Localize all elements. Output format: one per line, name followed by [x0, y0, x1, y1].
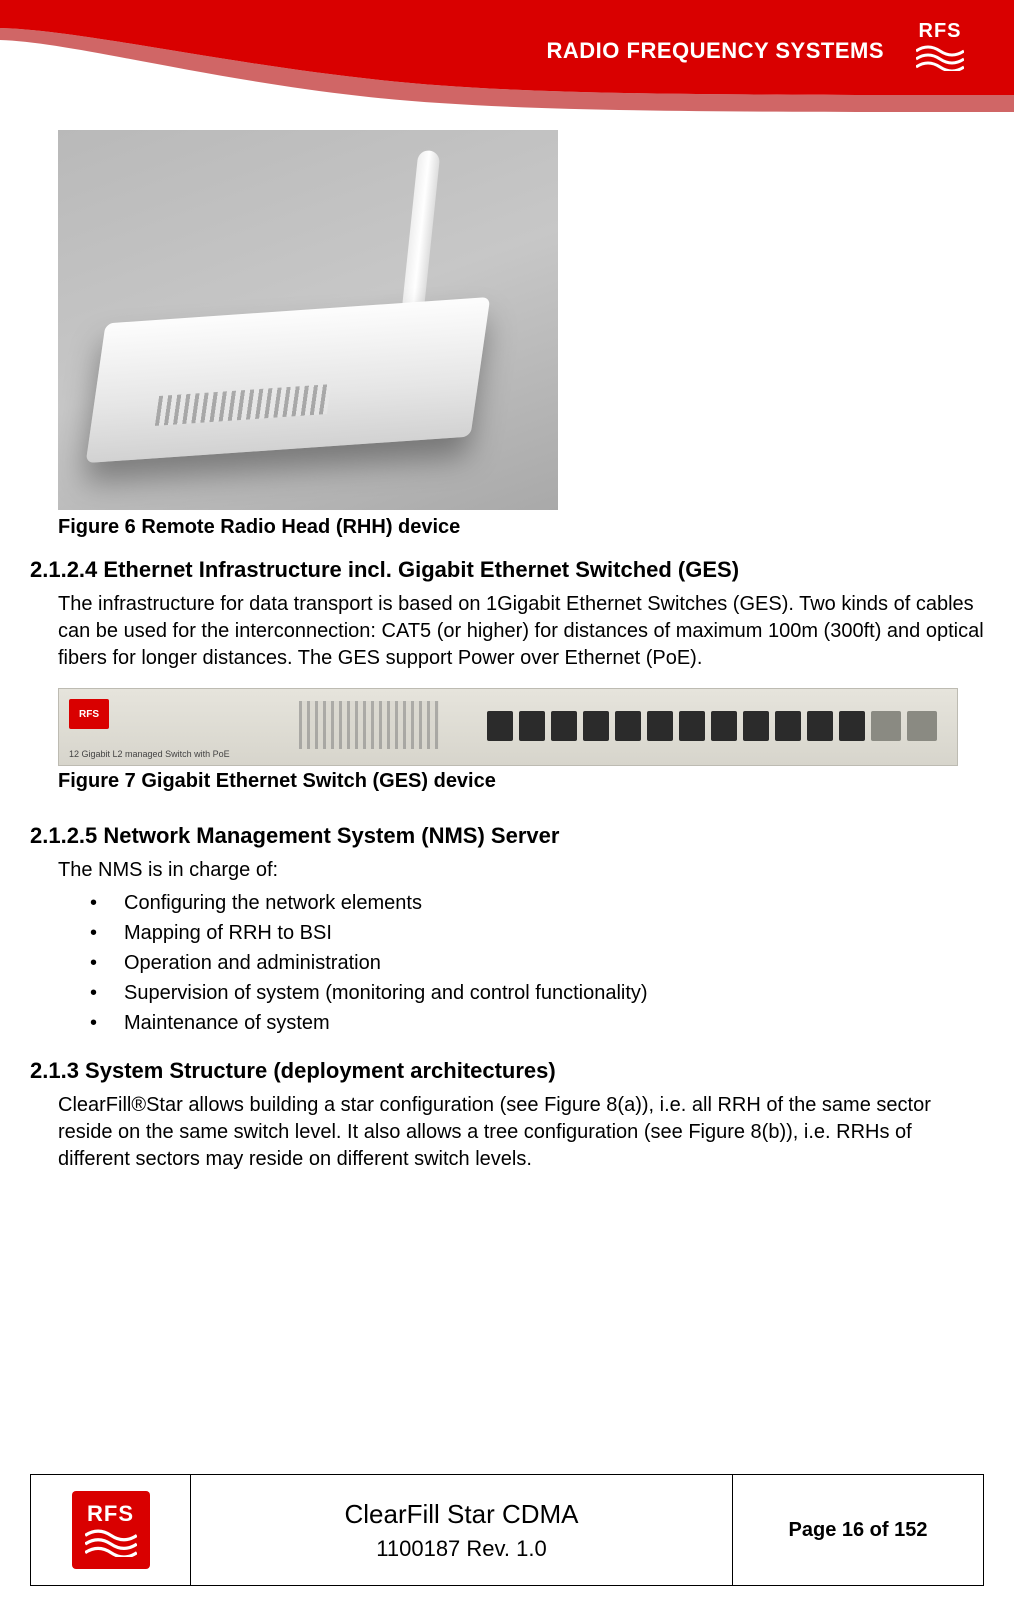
footer-logo-cell: RFS	[31, 1475, 191, 1585]
footer-page-number: Page 16 of 152	[789, 1519, 928, 1542]
section-213-heading: 2.1.3 System Structure (deployment archi…	[30, 1058, 984, 1084]
switch-logo-badge: RFS	[69, 699, 109, 729]
sfp-port-icon	[907, 711, 937, 741]
footer-logo: RFS	[72, 1491, 150, 1569]
rj45-port-icon	[711, 711, 737, 741]
footer-logo-waves-icon	[85, 1529, 137, 1557]
footer-title-cell: ClearFill Star CDMA 1100187 Rev. 1.0	[191, 1475, 733, 1585]
nms-bullet-item: Maintenance of system	[90, 1008, 984, 1038]
section-2124-body: The infrastructure for data transport is…	[58, 591, 984, 672]
brand-logo-waves-icon	[916, 45, 964, 71]
section-213-body: ClearFill®Star allows building a star co…	[58, 1092, 984, 1173]
figure6-image	[58, 130, 558, 510]
brand-logo: RFS	[904, 10, 976, 82]
footer-title-main: ClearFill Star CDMA	[344, 1499, 578, 1530]
figure7-image: RFS 12 Gigabit L2 managed Switch with Po…	[58, 688, 958, 766]
rj45-port-icon	[583, 711, 609, 741]
nms-bullet-item: Operation and administration	[90, 948, 984, 978]
nms-bullet-item: Supervision of system (monitoring and co…	[90, 978, 984, 1008]
rj45-port-icon	[487, 711, 513, 741]
switch-led-block	[299, 701, 439, 749]
page-content: Figure 6 Remote Radio Head (RHH) device …	[0, 120, 1014, 1173]
rj45-port-icon	[519, 711, 545, 741]
figure6-caption: Figure 6 Remote Radio Head (RHH) device	[58, 516, 984, 539]
nms-bullet-list: Configuring the network elementsMapping …	[90, 888, 984, 1038]
section-2125-intro: The NMS is in charge of:	[58, 857, 984, 884]
footer-logo-text: RFS	[87, 1503, 134, 1525]
figure7-caption: Figure 7 Gigabit Ethernet Switch (GES) d…	[58, 770, 984, 793]
nms-bullet-item: Configuring the network elements	[90, 888, 984, 918]
header-band: RADIO FREQUENCY SYSTEMS RFS	[0, 0, 1014, 120]
rj45-port-icon	[551, 711, 577, 741]
rj45-port-icon	[807, 711, 833, 741]
switch-model-label: 12 Gigabit L2 managed Switch with PoE	[69, 749, 230, 759]
brand-logo-box: RFS	[904, 10, 976, 82]
section-2124-heading: 2.1.2.4 Ethernet Infrastructure incl. Gi…	[30, 557, 984, 583]
rj45-port-icon	[743, 711, 769, 741]
footer-page-cell: Page 16 of 152	[733, 1475, 983, 1585]
footer-title-sub: 1100187 Rev. 1.0	[376, 1536, 546, 1562]
rhh-body-shape	[86, 297, 491, 463]
brand-logo-text: RFS	[919, 21, 962, 41]
section-2125-heading: 2.1.2.5 Network Management System (NMS) …	[30, 823, 984, 849]
page-footer: RFS ClearFill Star CDMA 1100187 Rev. 1.0…	[30, 1474, 984, 1586]
sfp-port-icon	[871, 711, 901, 741]
nms-bullet-item: Mapping of RRH to BSI	[90, 918, 984, 948]
rj45-port-icon	[615, 711, 641, 741]
switch-ports-row	[487, 711, 937, 741]
rj45-port-icon	[839, 711, 865, 741]
rj45-port-icon	[679, 711, 705, 741]
brand-header-text: RADIO FREQUENCY SYSTEMS	[547, 38, 884, 64]
rj45-port-icon	[647, 711, 673, 741]
rj45-port-icon	[775, 711, 801, 741]
